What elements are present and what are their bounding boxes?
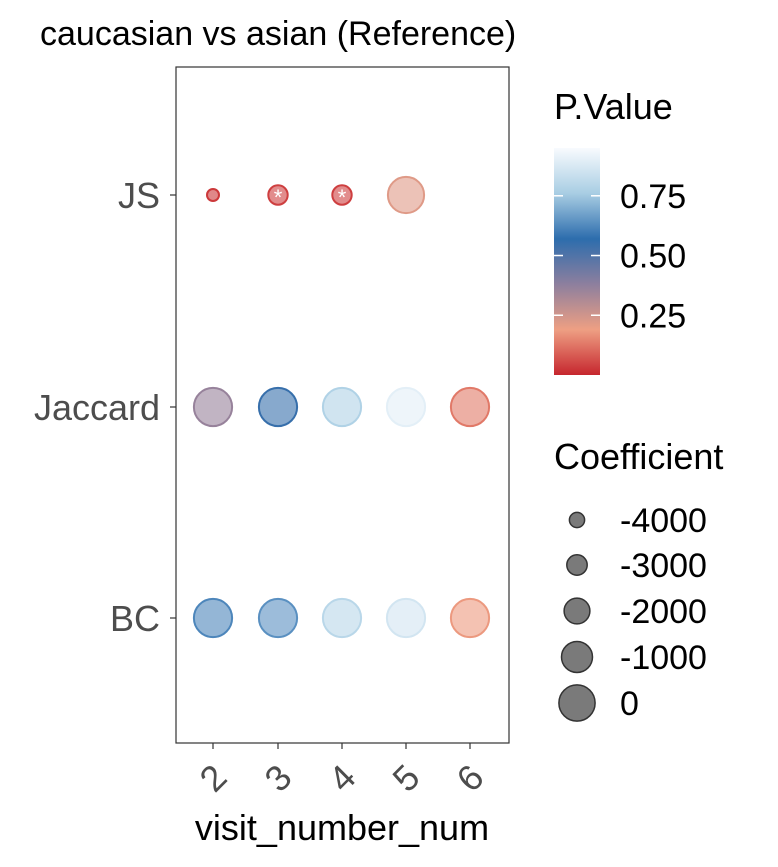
data-point: [449, 597, 491, 639]
y-tick-label: Jaccard: [34, 387, 160, 428]
data-point: [267, 184, 289, 206]
chart-title: caucasian vs asian (Reference): [40, 15, 516, 53]
data-point: [449, 386, 491, 428]
y-tick-label: JS: [118, 175, 160, 216]
color-legend: P.Value 0.75 0.50 0.25: [554, 86, 686, 375]
size-legend-label: -1000: [620, 639, 707, 677]
x-tick-label: 3: [256, 756, 299, 799]
significance-marker: *: [338, 185, 347, 210]
data-point: [257, 386, 299, 428]
size-legend: Coefficient -4000 -3000 -2000 -1000 0: [554, 436, 723, 723]
data-point: [385, 597, 427, 639]
x-axis-label: visit_number_num: [195, 807, 489, 848]
size-legend-keys: -4000 -3000 -2000 -1000 0: [558, 502, 707, 723]
data-point: [257, 597, 299, 639]
data-points: * *: [192, 175, 491, 639]
data-point: [321, 597, 363, 639]
color-legend-label: 0.50: [620, 238, 686, 276]
x-tick-label: 2: [191, 756, 234, 799]
data-point: [321, 386, 363, 428]
size-legend-label: 0: [620, 685, 639, 723]
size-legend-title: Coefficient: [554, 436, 723, 477]
x-tick-label: 6: [448, 756, 491, 799]
color-legend-bar: [554, 148, 600, 375]
size-legend-key: [563, 597, 591, 625]
data-point: [206, 188, 220, 202]
size-legend-label: -3000: [620, 547, 707, 585]
data-point: [192, 597, 234, 639]
y-axis-ticks: JS Jaccard BC: [34, 175, 176, 639]
color-legend-ticks: 0.75 0.50 0.25: [554, 178, 686, 335]
data-point: [192, 386, 234, 428]
size-legend-label: -4000: [620, 502, 707, 540]
size-legend-label: -2000: [620, 593, 707, 631]
size-legend-key: [560, 640, 594, 674]
y-tick-label: BC: [110, 598, 160, 639]
color-legend-label: 0.25: [620, 297, 686, 335]
data-point: [385, 386, 427, 428]
size-legend-key: [558, 684, 596, 722]
size-legend-key: [566, 554, 588, 576]
color-legend-label: 0.75: [620, 178, 686, 216]
color-legend-title: P.Value: [554, 86, 673, 127]
size-legend-key: [568, 511, 586, 529]
x-tick-label: 5: [384, 756, 427, 799]
x-tick-label: 4: [320, 756, 363, 799]
data-point: [386, 175, 426, 215]
significance-marker: *: [274, 185, 283, 210]
data-point: [331, 184, 353, 206]
